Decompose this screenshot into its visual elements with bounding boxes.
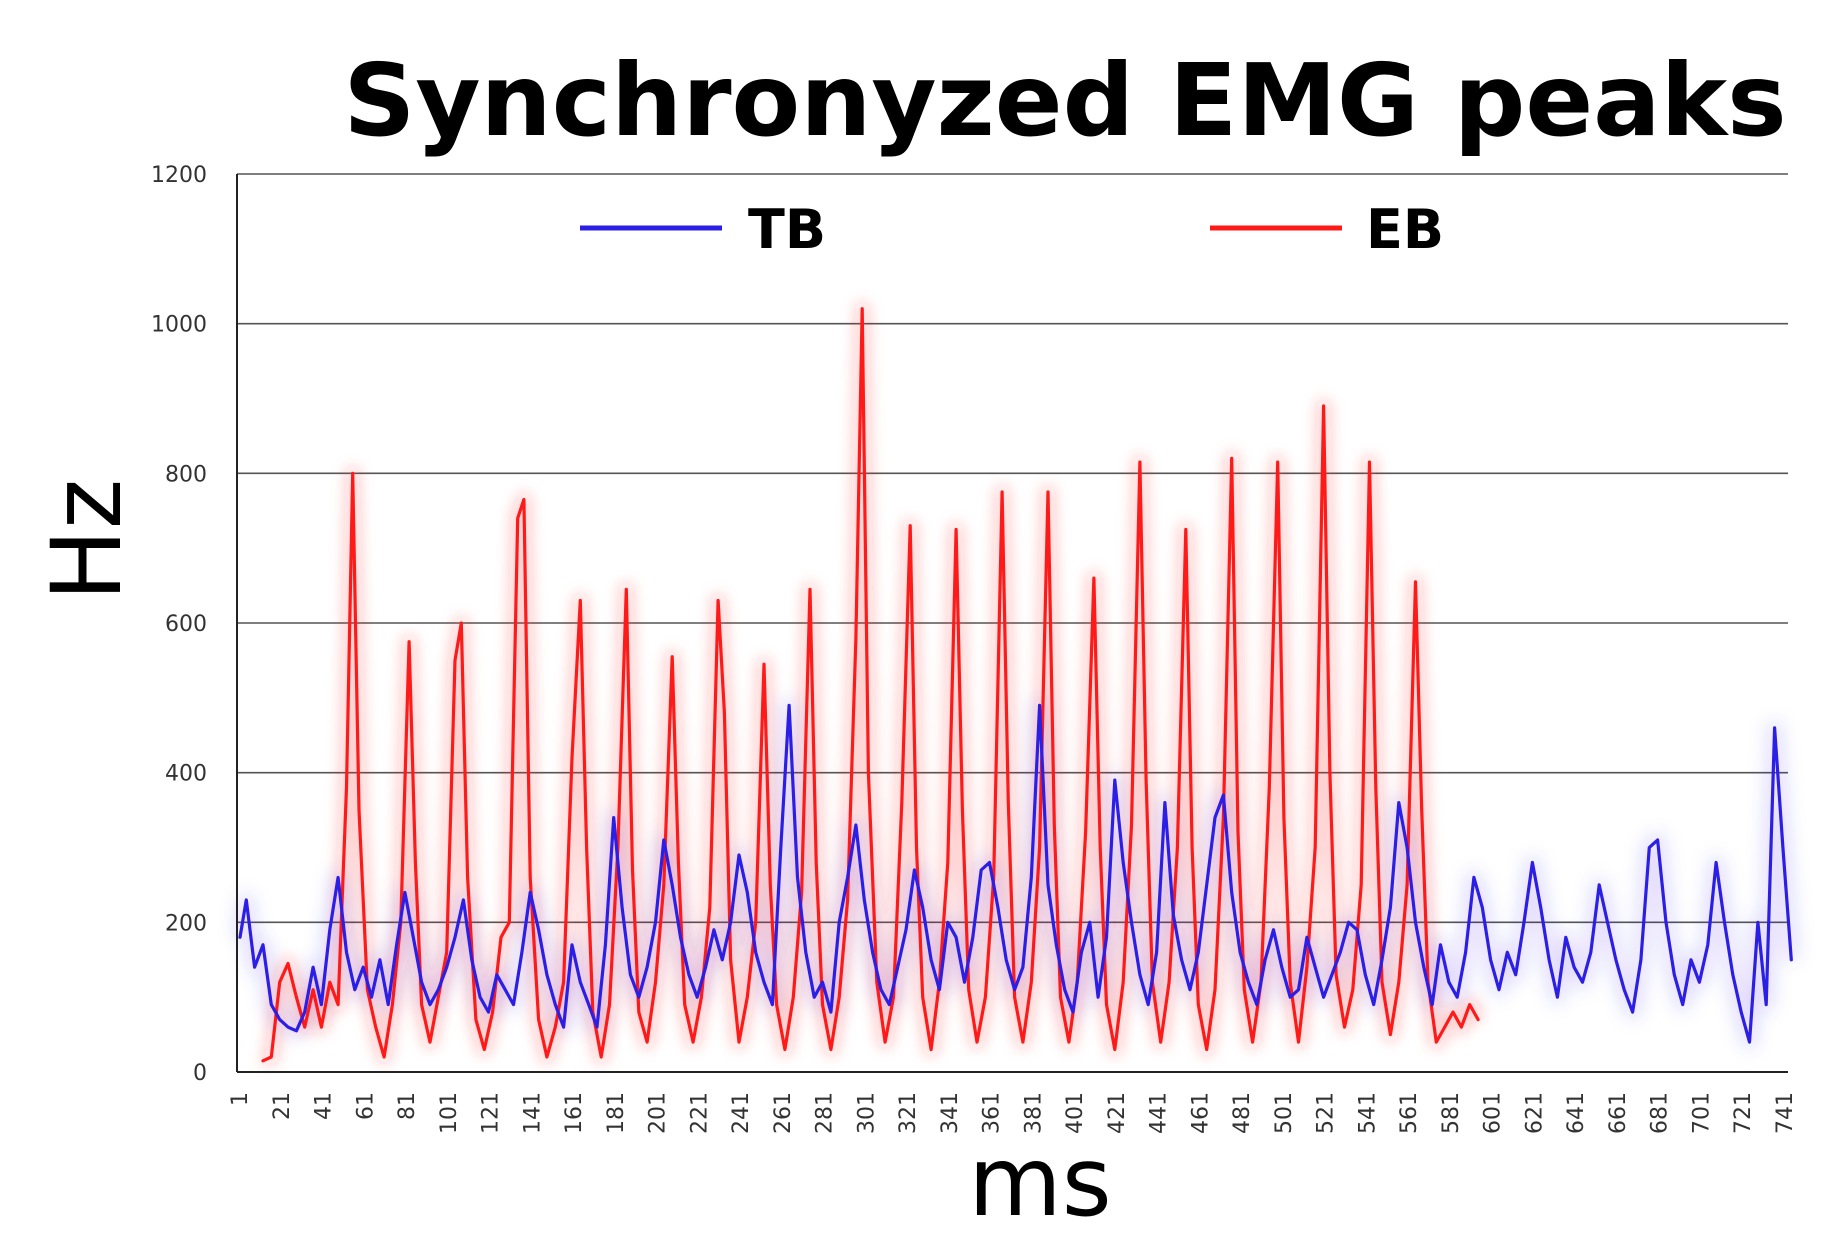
y-tick-label: 800 bbox=[165, 462, 207, 487]
x-tick-label: 361 bbox=[980, 1092, 1005, 1134]
x-tick-label: 201 bbox=[646, 1092, 671, 1134]
y-tick-label: 0 bbox=[193, 1061, 207, 1086]
x-tick-label: 721 bbox=[1731, 1092, 1756, 1134]
x-tick-label: 181 bbox=[604, 1092, 629, 1134]
x-tick-label: 541 bbox=[1355, 1092, 1380, 1134]
x-tick-label: 101 bbox=[437, 1092, 462, 1134]
x-tick-label: 341 bbox=[938, 1092, 963, 1134]
x-tick-label: 641 bbox=[1564, 1092, 1589, 1134]
x-tick-label: 521 bbox=[1314, 1092, 1339, 1134]
x-tick-label: 461 bbox=[1188, 1092, 1213, 1134]
x-tick-label: 141 bbox=[520, 1092, 545, 1134]
x-tick-label: 301 bbox=[854, 1092, 879, 1134]
x-tick-label: 1 bbox=[228, 1092, 253, 1106]
x-tick-label: 281 bbox=[813, 1092, 838, 1134]
x-axis-label: ms bbox=[968, 1126, 1112, 1238]
chart-title: Synchronyzed EMG peaks bbox=[343, 42, 1786, 159]
x-tick-label: 621 bbox=[1522, 1092, 1547, 1134]
legend: TB EB bbox=[580, 198, 1444, 261]
x-tick-label: 241 bbox=[729, 1092, 754, 1134]
x-tick-label: 701 bbox=[1689, 1092, 1714, 1134]
y-tick-label: 1000 bbox=[151, 313, 207, 338]
x-tick-label: 21 bbox=[270, 1092, 295, 1120]
x-tick-label: 441 bbox=[1147, 1092, 1172, 1134]
legend-label-tb: TB bbox=[748, 198, 826, 261]
y-tick-label: 400 bbox=[165, 762, 207, 787]
x-tick-label: 481 bbox=[1230, 1092, 1255, 1134]
x-tick-label: 121 bbox=[479, 1092, 504, 1134]
series-lines bbox=[238, 307, 1793, 1063]
x-tick-label: 321 bbox=[896, 1092, 921, 1134]
y-tick-label: 600 bbox=[165, 612, 207, 637]
series-line-eb bbox=[261, 307, 1480, 1063]
x-tick-label: 601 bbox=[1481, 1092, 1506, 1134]
x-tick-label: 41 bbox=[312, 1092, 337, 1120]
series-line-tb bbox=[238, 703, 1793, 1044]
x-tick-label: 81 bbox=[395, 1092, 420, 1120]
x-tick-label: 221 bbox=[687, 1092, 712, 1134]
x-tick-label: 261 bbox=[771, 1092, 796, 1134]
y-axis-label: Hz bbox=[31, 479, 143, 602]
x-tick-label: 401 bbox=[1063, 1092, 1088, 1134]
x-tick-label: 161 bbox=[562, 1092, 587, 1134]
x-tick-label: 381 bbox=[1021, 1092, 1046, 1134]
x-tick-label: 681 bbox=[1648, 1092, 1673, 1134]
legend-label-eb: EB bbox=[1366, 198, 1444, 261]
x-tick-label: 561 bbox=[1397, 1092, 1422, 1134]
x-tick-label: 501 bbox=[1272, 1092, 1297, 1134]
x-tick-label: 741 bbox=[1773, 1092, 1798, 1134]
y-tick-label: 1200 bbox=[151, 163, 207, 188]
y-axis-ticks: 0 200 400 600 800 1000 1200 bbox=[151, 163, 207, 1086]
x-tick-label: 61 bbox=[353, 1092, 378, 1120]
x-tick-label: 421 bbox=[1105, 1092, 1130, 1134]
y-tick-label: 200 bbox=[165, 911, 207, 936]
x-tick-label: 581 bbox=[1439, 1092, 1464, 1134]
x-tick-label: 661 bbox=[1606, 1092, 1631, 1134]
x-axis-ticks: 1 21 41 61 81 101 121 141 161 181 201 221 241 261 281 3… bbox=[228, 1092, 1798, 1134]
